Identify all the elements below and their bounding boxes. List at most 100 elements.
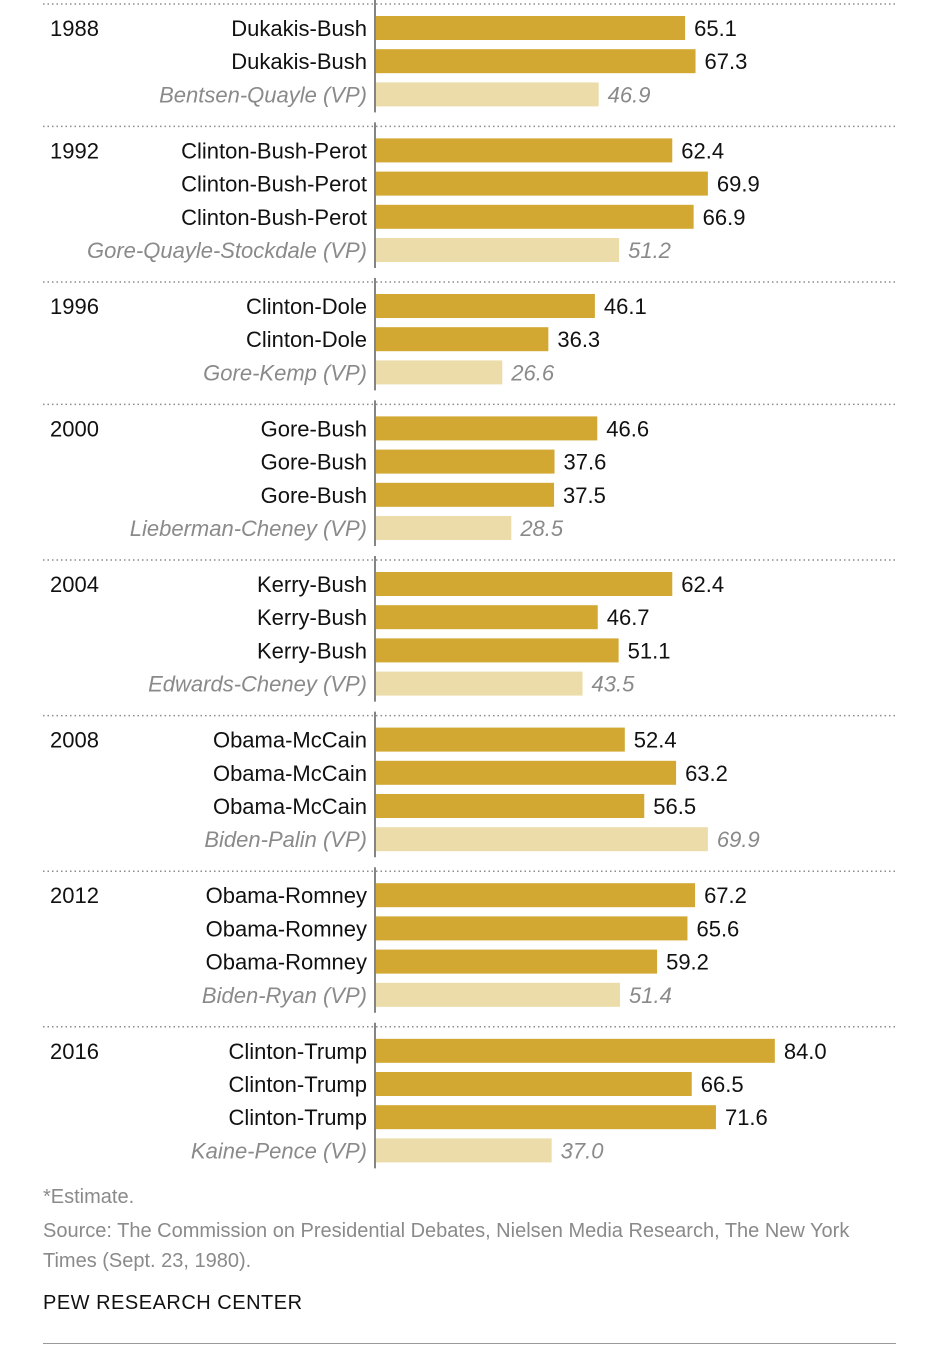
debate-label: Obama-Romney [206,916,367,941]
value-label: 69.9 [717,827,760,852]
value-label: 51.1 [628,638,671,663]
debate-label: Dukakis-Bush [231,16,367,41]
debate-label: Kerry-Bush [257,605,367,630]
value-label: 66.9 [703,205,746,230]
presidential-bar [376,49,696,74]
debate-label: Obama-McCain [213,728,367,753]
presidential-bar [376,572,673,596]
value-label: 43.5 [592,672,636,697]
presidential-bar [376,138,673,163]
value-label: 37.5 [563,483,606,508]
presidential-bar [376,638,619,663]
year-label: 1988 [50,16,99,41]
value-label: 65.1 [694,16,737,41]
source-note: Source: The Commission on Presidential D… [43,1220,850,1272]
value-label: 46.1 [604,294,647,319]
presidential-bar [376,16,686,40]
debate-viewership-chart: 1988 Dukakis-Bush 65.1 Dukakis-Bush 67.3 Bent… [43,0,896,1169]
value-label: 51.4 [629,983,672,1008]
vp-bar [376,82,599,107]
value-label: 67.3 [705,49,748,74]
debate-label: Clinton-Trump [228,1039,367,1064]
year-label: 1992 [50,138,99,163]
presidential-bar [376,416,598,441]
presidential-bar [376,949,658,974]
vp-bar [376,516,512,540]
debate-label: Clinton-Bush-Perot [181,172,367,197]
debate-label: Clinton-Dole [246,327,367,352]
value-label: 46.6 [606,416,649,441]
bottom-divider [43,1343,896,1344]
value-label: 51.2 [628,238,671,263]
debate-label: Gore-Bush [261,483,367,508]
value-label: 46.9 [608,82,651,107]
presidential-bar [376,1038,775,1063]
debate-label: Obama-Romney [206,883,367,908]
debate-label: Gore-Bush [261,416,367,441]
value-label: 62.4 [681,572,724,597]
value-label: 84.0 [784,1039,827,1064]
credit-label: PEW RESEARCH CENTER [43,1292,303,1314]
value-label: 69.9 [717,172,760,197]
year-label: 2000 [50,416,99,441]
vp-bar [376,671,583,696]
presidential-bar [376,482,555,507]
year-label: 2012 [50,883,99,908]
presidential-bar [376,327,549,352]
vp-debate-label: Lieberman-Cheney (VP) [130,516,367,541]
presidential-bar [376,294,595,318]
debate-label: Clinton-Trump [228,1072,367,1097]
vp-bar [376,360,503,385]
debate-label: Kerry-Bush [257,638,367,663]
value-label: 62.4 [681,138,724,163]
value-label: 67.2 [704,883,747,908]
value-label: 28.5 [519,516,564,541]
presidential-bar [376,883,696,908]
vp-debate-label: Bentsen-Quayle (VP) [159,82,367,107]
presidential-bar [376,760,677,785]
debate-label: Clinton-Trump [228,1105,367,1130]
debate-label: Gore-Bush [261,450,367,475]
vp-bar [376,1138,552,1163]
vp-bar [376,827,708,852]
vp-bar [376,982,621,1007]
value-label: 52.4 [634,728,677,753]
debate-label: Obama-Romney [206,950,367,975]
presidential-bar [376,916,688,941]
value-label: 65.6 [696,916,739,941]
presidential-bar [376,171,708,196]
value-label: 56.5 [653,794,696,819]
debate-label: Kerry-Bush [257,572,367,597]
value-label: 59.2 [666,950,709,975]
year-label: 2008 [50,728,99,753]
presidential-bar [376,449,555,474]
year-label: 2016 [50,1039,99,1064]
vp-debate-label: Edwards-Cheney (VP) [148,672,367,697]
value-label: 71.6 [725,1105,768,1130]
vp-debate-label: Gore-Kemp (VP) [203,360,367,385]
year-label: 1996 [50,294,99,319]
value-label: 63.2 [685,761,728,786]
presidential-bar [376,794,645,818]
debate-label: Clinton-Dole [246,294,367,319]
presidential-bar [376,1105,716,1130]
vp-debate-label: Biden-Ryan (VP) [202,983,367,1008]
presidential-bar [376,727,625,752]
value-label: 37.0 [561,1138,605,1163]
footnote: *Estimate. [43,1186,135,1208]
year-label: 2004 [50,572,99,597]
value-label: 37.6 [564,450,607,475]
debate-label: Obama-McCain [213,761,367,786]
vp-debate-label: Gore-Quayle-Stockdale (VP) [87,238,367,263]
presidential-bar [376,1072,692,1096]
vp-bar [376,238,620,262]
debate-label: Obama-McCain [213,794,367,819]
value-label: 66.5 [701,1072,744,1097]
presidential-bar [376,204,694,229]
vp-debate-label: Kaine-Pence (VP) [191,1138,367,1163]
value-label: 46.7 [607,605,650,630]
vp-debate-label: Biden-Palin (VP) [204,827,367,852]
value-label: 36.3 [557,327,600,352]
debate-label: Clinton-Bush-Perot [181,205,367,230]
value-label: 26.6 [510,360,555,385]
